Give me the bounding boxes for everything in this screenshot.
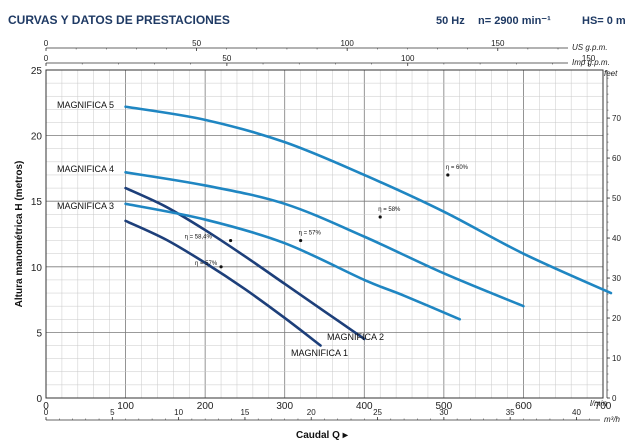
x-tick-label: 700 [595, 401, 612, 412]
imp-gpm-tick-label: 0 [44, 54, 49, 63]
top-unit-imp-gpm: Imp g.p.m. [572, 58, 610, 67]
right-unit-feet: feet [604, 69, 618, 78]
chart-title: CURVAS Y DATOS DE PRESTACIONES [8, 13, 230, 27]
m3h-tick-label: 15 [240, 408, 249, 417]
feet-tick-label: 70 [612, 114, 621, 123]
feet-tick-label: 10 [612, 354, 621, 363]
curve-magnifica-5 [124, 105, 613, 295]
frequency-label: 50 Hz [436, 15, 465, 27]
y-tick-label: 25 [31, 66, 43, 77]
x-axis-label: Caudal Q ▸ [296, 430, 349, 441]
feet-tick-label: 50 [612, 194, 621, 203]
us-gpm-tick-label: 150 [491, 39, 505, 48]
x-tick-label: 600 [515, 401, 532, 412]
curve-label: MAGNIFICA 3 [57, 201, 114, 211]
imp-gpm-tick-label: 50 [222, 54, 231, 63]
x-tick-label: 100 [117, 401, 134, 412]
y-tick-label: 15 [31, 197, 43, 208]
m3h-tick-label: 35 [506, 408, 515, 417]
efficiency-label: η = 60% [446, 165, 469, 171]
m3h-tick-label: 40 [572, 408, 581, 417]
efficiency-label: η = 58,4% [185, 235, 213, 241]
m3h-tick-label: 0 [44, 408, 49, 417]
curve-label: MAGNIFICA 4 [57, 164, 114, 174]
curve-label: MAGNIFICA 5 [57, 100, 114, 110]
y-axis-label: Altura manométrica H (metros) [14, 161, 25, 308]
feet-tick-label: 20 [612, 314, 621, 323]
top-unit-us-gpm: US g.p.m. [572, 43, 608, 52]
x-tick-label: 200 [197, 401, 214, 412]
efficiency-label: η = 57% [195, 261, 218, 267]
efficiency-point [378, 215, 382, 219]
curve-magnifica-3 [124, 202, 462, 321]
suction-height-label: HS= 0 m [582, 15, 626, 27]
feet-tick-label: 30 [612, 274, 621, 283]
curve-magnifica-1 [124, 219, 322, 347]
speed-label: n= 2900 min⁻¹ [478, 15, 551, 27]
curve-magnifica-2 [124, 186, 366, 341]
curves [124, 105, 613, 347]
y-tick-label: 10 [31, 263, 43, 274]
curve-label: MAGNIFICA 2 [327, 332, 384, 342]
y-tick-label: 0 [36, 394, 42, 405]
x-tick-label: 500 [436, 401, 453, 412]
y-tick-label: 5 [36, 328, 42, 339]
curve-magnifica-4 [124, 171, 525, 308]
x-tick-label: 300 [276, 401, 293, 412]
x-unit-m3h: m³/h [604, 415, 621, 424]
m3h-tick-label: 30 [439, 408, 448, 417]
curve-label: MAGNIFICA 1 [291, 348, 348, 358]
us-gpm-tick-label: 100 [340, 39, 354, 48]
efficiency-label: η = 57% [299, 231, 322, 237]
imp-gpm-tick-label: 150 [582, 54, 596, 63]
x-tick-label: 400 [356, 401, 373, 412]
m3h-tick-label: 10 [174, 408, 183, 417]
m3h-tick-label: 20 [307, 408, 316, 417]
x-unit-lmin: l/min [590, 399, 607, 408]
feet-tick-label: 60 [612, 154, 621, 163]
feet-tick-label: 0 [612, 394, 617, 403]
plot-frame [45, 69, 604, 399]
efficiency-point [229, 238, 233, 243]
axes [45, 47, 610, 421]
y-tick-label: 20 [31, 132, 43, 143]
imp-gpm-tick-label: 100 [401, 54, 415, 63]
m3h-tick-label: 5 [110, 408, 115, 417]
us-gpm-tick-label: 0 [44, 39, 49, 48]
us-gpm-tick-label: 50 [192, 39, 201, 48]
efficiency-point [299, 238, 303, 243]
efficiency-label: η = 58% [378, 207, 401, 213]
efficiency-point [219, 265, 223, 269]
efficiency-point [446, 173, 450, 177]
feet-tick-label: 40 [612, 234, 621, 243]
x-tick-label: 0 [43, 401, 49, 412]
m3h-tick-label: 25 [373, 408, 382, 417]
